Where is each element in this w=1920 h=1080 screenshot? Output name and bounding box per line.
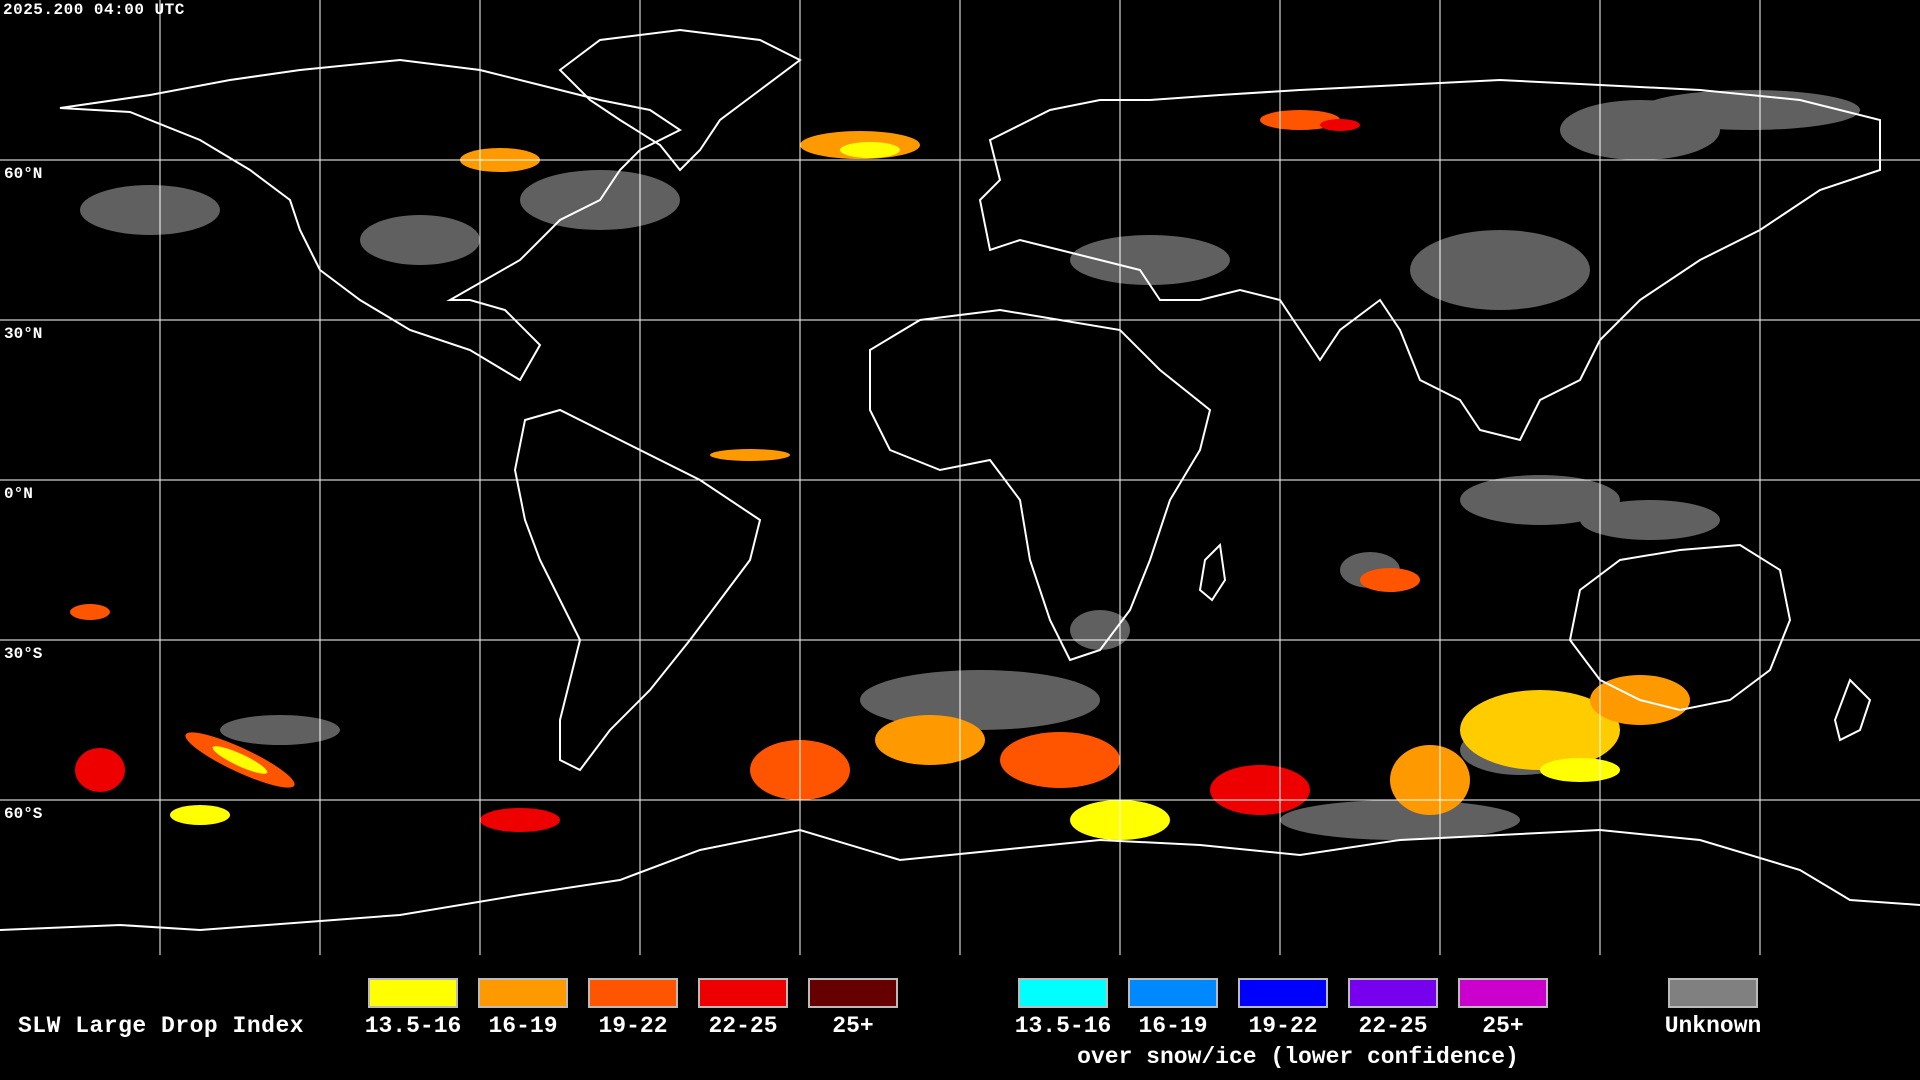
new-zealand-outline <box>1833 678 1872 742</box>
africa-outline <box>869 308 1212 662</box>
snow-ice-caption: over snow/ice (lower confidence) <box>1077 1044 1519 1070</box>
swatch-main-16-19 <box>478 978 568 1008</box>
label-unknown: Unknown <box>1664 1013 1762 1039</box>
north-america-outline <box>59 58 682 382</box>
south-america-outline <box>513 408 762 772</box>
label-snow-16-19: 16-19 <box>1138 1013 1208 1039</box>
timestamp-label: 2025.200 04:00 UTC <box>3 1 185 19</box>
map-panel: 2025.200 04:00 UTC 60°N 30°N 0°N 30°S 60… <box>0 0 1920 955</box>
label-snow-19-22: 19-22 <box>1248 1013 1318 1039</box>
madagascar-outline <box>1198 542 1227 602</box>
lat-label-0n: 0°N <box>4 485 33 503</box>
legend-panel <box>0 958 1920 1080</box>
legend-title: SLW Large Drop Index <box>18 1013 305 1039</box>
lat-label-60n: 60°N <box>4 165 43 183</box>
label-main-25plus: 25+ <box>832 1013 874 1039</box>
swatch-unknown <box>1668 978 1758 1008</box>
greenland-outline <box>558 28 802 172</box>
swatch-main-25plus <box>808 978 898 1008</box>
label-main-16-19: 16-19 <box>488 1013 558 1039</box>
lat-label-30s: 30°S <box>4 645 43 663</box>
label-snow-13-16: 13.5-16 <box>1014 1013 1112 1039</box>
swatch-snow-16-19 <box>1128 978 1218 1008</box>
swatch-snow-25plus <box>1458 978 1548 1008</box>
label-main-13-16: 13.5-16 <box>364 1013 462 1039</box>
label-snow-25plus: 25+ <box>1482 1013 1524 1039</box>
graticule <box>0 0 1920 955</box>
swatch-main-13-16 <box>368 978 458 1008</box>
antarctica-outline <box>0 828 1920 932</box>
label-snow-22-25: 22-25 <box>1358 1013 1428 1039</box>
world-map <box>0 0 1920 955</box>
lat-label-60s: 60°S <box>4 805 43 823</box>
swatch-main-19-22 <box>588 978 678 1008</box>
swatch-main-22-25 <box>698 978 788 1008</box>
swatch-snow-19-22 <box>1238 978 1328 1008</box>
label-main-19-22: 19-22 <box>598 1013 668 1039</box>
swatch-snow-22-25 <box>1348 978 1438 1008</box>
eurasia-outline <box>978 78 1881 442</box>
coastlines <box>0 28 1920 932</box>
label-main-22-25: 22-25 <box>708 1013 778 1039</box>
lat-label-30n: 30°N <box>4 325 43 343</box>
swatch-snow-13-16 <box>1018 978 1108 1008</box>
